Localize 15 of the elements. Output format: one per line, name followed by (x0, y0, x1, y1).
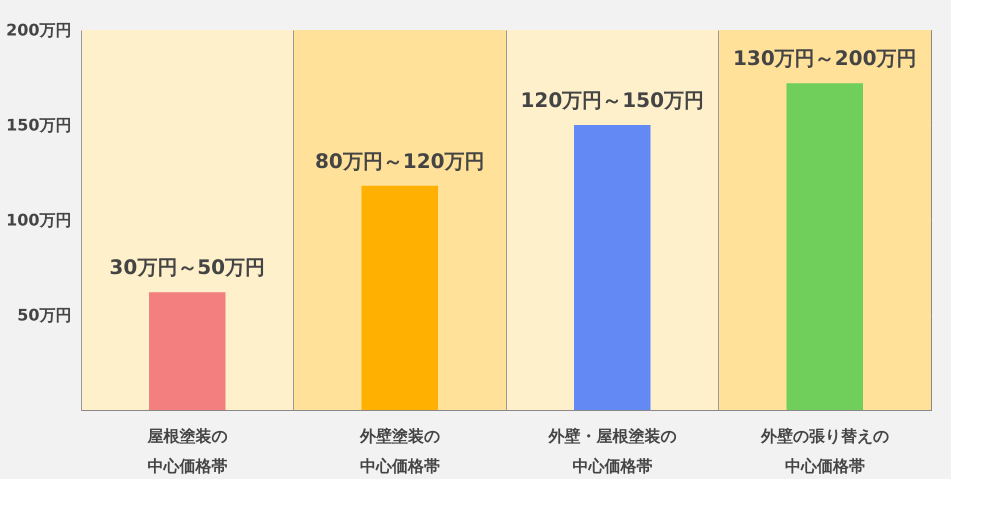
annotation: 30万円～50万円 (109, 255, 266, 280)
x-tick-label: 外壁の張り替えの中心価格帯 (760, 426, 889, 476)
x-tick-label: 外壁塗装の中心価格帯 (358, 426, 440, 476)
annotation: 80万円～120万円 (314, 148, 485, 173)
y-tick-label: 150万円 (6, 116, 72, 134)
x-tick-label: 外壁・屋根塗装の中心価格帯 (547, 426, 676, 476)
y-tick-label: 200万円 (6, 20, 72, 40)
y-tick-label: 50万円 (17, 306, 72, 324)
annotation: 120万円～150万円 (520, 88, 704, 112)
annotation: 130万円～200万円 (733, 46, 916, 70)
bar (149, 292, 226, 410)
x-tick-label: 屋根塗装の中心価格帯 (146, 426, 228, 476)
bar (574, 125, 650, 410)
bar (362, 186, 438, 410)
y-tick-label: 100万円 (6, 210, 72, 230)
